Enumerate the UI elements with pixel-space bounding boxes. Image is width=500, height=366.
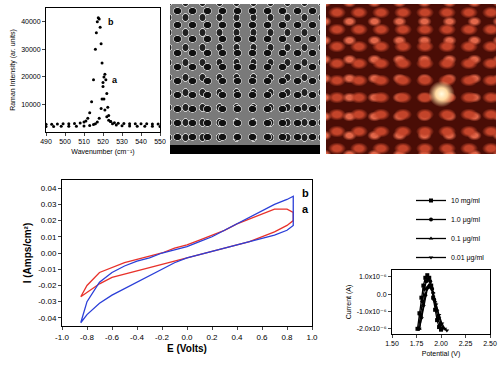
svg-text:Current (A): Current (A) — [345, 285, 353, 320]
svg-text:2.00: 2.00 — [434, 340, 448, 347]
svg-text:a: a — [302, 203, 309, 215]
svg-text:-0.2: -0.2 — [155, 333, 169, 342]
svg-text:0.2: 0.2 — [206, 333, 218, 342]
svg-text:-0.01: -0.01 — [38, 265, 57, 274]
svg-text:1.0: 1.0 — [306, 333, 318, 342]
svg-text:-0.04: -0.04 — [38, 314, 57, 323]
svg-text:1.0x10⁻⁶: 1.0x10⁻⁶ — [359, 273, 387, 280]
svg-text:b: b — [302, 187, 309, 199]
svg-text:0.01: 0.01 — [41, 233, 57, 242]
svg-text:0.00: 0.00 — [41, 249, 57, 258]
svg-text:Raman Intensity (ar. units): Raman Intensity (ar. units) — [9, 29, 17, 111]
svg-text:-1.0: -1.0 — [55, 333, 69, 342]
svg-text:b: b — [108, 17, 114, 27]
svg-text:E (Volts): E (Volts) — [167, 343, 207, 354]
svg-text:a: a — [112, 75, 118, 85]
svg-text:0.04: 0.04 — [41, 184, 57, 193]
svg-text:490: 490 — [40, 138, 52, 145]
svg-text:530: 530 — [116, 138, 128, 145]
svg-text:0.02: 0.02 — [41, 216, 57, 225]
svg-text:0.01 μg/ml: 0.01 μg/ml — [451, 254, 484, 262]
svg-text:-1.0x10⁻⁶: -1.0x10⁻⁶ — [357, 308, 387, 315]
svg-text:-0.4: -0.4 — [130, 333, 144, 342]
svg-text:-0.6: -0.6 — [105, 333, 119, 342]
svg-text:40000: 40000 — [21, 18, 41, 25]
svg-text:0.03: 0.03 — [41, 200, 57, 209]
svg-text:10 mg/ml: 10 mg/ml — [451, 197, 480, 205]
svg-text:-0.02: -0.02 — [38, 281, 57, 290]
svg-text:510: 510 — [78, 138, 90, 145]
svg-text:550: 550 — [154, 138, 166, 145]
svg-text:2.25: 2.25 — [459, 340, 473, 347]
svg-text:2.50: 2.50 — [483, 340, 497, 347]
svg-text:500: 500 — [59, 138, 71, 145]
svg-text:1.50: 1.50 — [385, 340, 399, 347]
svg-text:-0.8: -0.8 — [80, 333, 94, 342]
svg-text:1.75: 1.75 — [410, 340, 424, 347]
svg-text:0.8: 0.8 — [281, 333, 293, 342]
svg-text:Potential (V): Potential (V) — [422, 350, 461, 358]
svg-text:30000: 30000 — [21, 46, 41, 53]
svg-text:I (Amps/cm²): I (Amps/cm²) — [22, 223, 33, 284]
svg-text:Wavenumber (cm⁻¹): Wavenumber (cm⁻¹) — [71, 148, 134, 156]
svg-text:520: 520 — [97, 138, 109, 145]
svg-text:20000: 20000 — [21, 73, 41, 80]
svg-text:10000: 10000 — [21, 101, 41, 108]
svg-text:1.0 μg/ml: 1.0 μg/ml — [451, 216, 480, 224]
svg-text:0.0: 0.0 — [181, 333, 193, 342]
svg-text:540: 540 — [135, 138, 147, 145]
svg-text:0.1 μg/ml: 0.1 μg/ml — [451, 235, 480, 243]
svg-text:0.4: 0.4 — [231, 333, 243, 342]
svg-text:-2.0x10⁻⁶: -2.0x10⁻⁶ — [357, 325, 387, 332]
svg-text:-0.03: -0.03 — [38, 297, 57, 306]
svg-text:0.0: 0.0 — [377, 291, 387, 298]
svg-text:0.6: 0.6 — [256, 333, 268, 342]
